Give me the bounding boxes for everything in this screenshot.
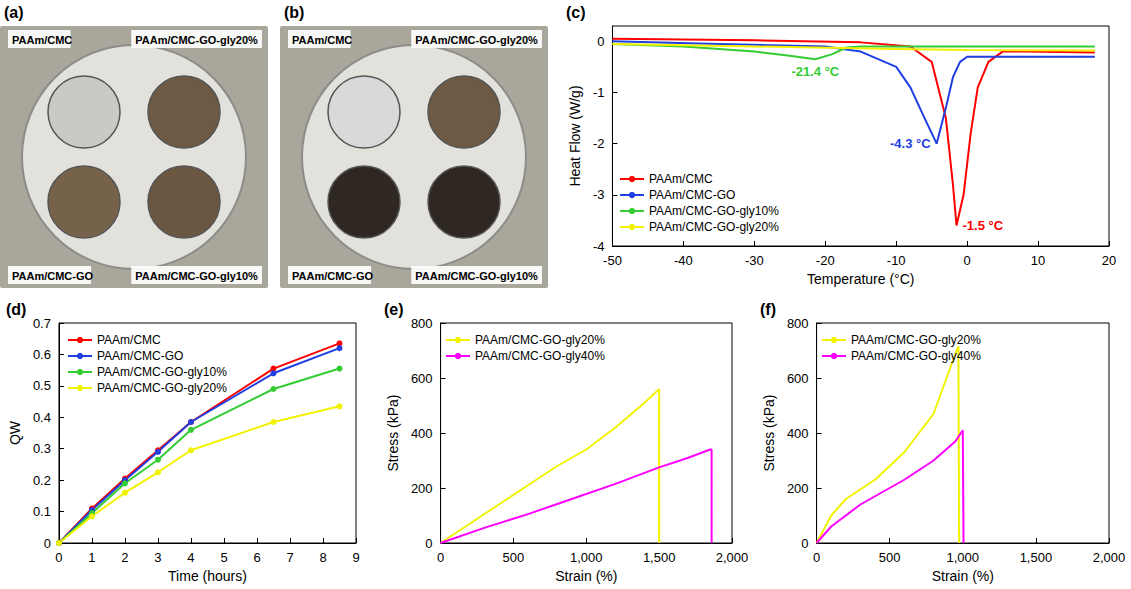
svg-text:PAAm/CMC-GO-gly40%: PAAm/CMC-GO-gly40% <box>851 349 981 363</box>
svg-text:200: 200 <box>411 481 433 496</box>
svg-text:-10: -10 <box>887 253 906 268</box>
svg-text:800: 800 <box>787 316 809 331</box>
svg-text:1: 1 <box>88 550 95 565</box>
svg-text:Stress (kPa): Stress (kPa) <box>385 394 401 471</box>
svg-text:600: 600 <box>411 371 433 386</box>
svg-text:600: 600 <box>787 371 809 386</box>
svg-text:6: 6 <box>253 550 260 565</box>
svg-text:500: 500 <box>503 550 525 565</box>
svg-text:PAAm/CMC-GO-gly40%: PAAm/CMC-GO-gly40% <box>475 349 605 363</box>
svg-text:PAAm/CMC-GO: PAAm/CMC-GO <box>292 270 374 282</box>
svg-text:20: 20 <box>1102 253 1116 268</box>
svg-text:QW: QW <box>7 420 23 445</box>
svg-text:0.2: 0.2 <box>33 473 51 488</box>
svg-text:PAAm/CMC-GO: PAAm/CMC-GO <box>12 270 94 282</box>
svg-text:Strain (%): Strain (%) <box>555 568 617 584</box>
svg-text:2,000: 2,000 <box>716 550 749 565</box>
svg-text:8: 8 <box>319 550 326 565</box>
svg-text:0.1: 0.1 <box>33 504 51 519</box>
svg-text:PAAm/CMC-GO: PAAm/CMC-GO <box>649 188 735 202</box>
svg-text:Stress (kPa): Stress (kPa) <box>761 394 777 471</box>
svg-text:0: 0 <box>964 253 971 268</box>
svg-text:0.4: 0.4 <box>33 410 51 425</box>
svg-text:-3: -3 <box>593 187 605 202</box>
svg-text:PAAm/CMC-GO-gly20%: PAAm/CMC-GO-gly20% <box>851 333 981 347</box>
svg-text:(d): (d) <box>6 301 26 318</box>
svg-text:PAAm/CMC-GO-gly10%: PAAm/CMC-GO-gly10% <box>97 365 227 379</box>
svg-text:0: 0 <box>44 536 51 551</box>
svg-text:-4: -4 <box>593 239 605 254</box>
svg-text:0: 0 <box>813 550 820 565</box>
svg-text:-21.4 °C: -21.4 °C <box>791 64 839 79</box>
svg-text:7: 7 <box>286 550 293 565</box>
svg-text:Strain (%): Strain (%) <box>932 568 994 584</box>
svg-text:4: 4 <box>187 550 194 565</box>
svg-text:0: 0 <box>55 550 62 565</box>
svg-text:(f): (f) <box>760 301 776 318</box>
svg-text:PAAm/CMC-GO-gly20%: PAAm/CMC-GO-gly20% <box>135 34 258 46</box>
svg-text:-2: -2 <box>593 136 605 151</box>
svg-text:500: 500 <box>879 550 901 565</box>
svg-text:1,500: 1,500 <box>643 550 676 565</box>
svg-text:0.3: 0.3 <box>33 441 51 456</box>
svg-text:PAAm/CMC-GO-gly10%: PAAm/CMC-GO-gly10% <box>649 204 779 218</box>
svg-text:3: 3 <box>154 550 161 565</box>
svg-text:PAAm/CMC: PAAm/CMC <box>12 34 72 46</box>
svg-text:PAAm/CMC: PAAm/CMC <box>292 34 352 46</box>
svg-text:(b): (b) <box>284 4 304 21</box>
svg-text:PAAm/CMC-GO-gly20%: PAAm/CMC-GO-gly20% <box>415 34 538 46</box>
svg-text:1,000: 1,000 <box>570 550 603 565</box>
svg-text:PAAm/CMC-GO-gly10%: PAAm/CMC-GO-gly10% <box>135 270 258 282</box>
svg-text:0.5: 0.5 <box>33 378 51 393</box>
svg-text:-40: -40 <box>674 253 693 268</box>
svg-text:5: 5 <box>220 550 227 565</box>
svg-text:-1.5 °C: -1.5 °C <box>962 218 1003 233</box>
svg-text:0.7: 0.7 <box>33 316 51 331</box>
svg-text:PAAm/CMC-GO: PAAm/CMC-GO <box>97 349 183 363</box>
svg-text:10: 10 <box>1031 253 1045 268</box>
svg-text:PAAm/CMC: PAAm/CMC <box>649 172 713 186</box>
svg-text:Temperature (°C): Temperature (°C) <box>807 271 915 287</box>
svg-text:2,000: 2,000 <box>1093 550 1126 565</box>
svg-text:400: 400 <box>787 426 809 441</box>
svg-text:1,000: 1,000 <box>947 550 980 565</box>
svg-text:-50: -50 <box>603 253 622 268</box>
svg-text:PAAm/CMC: PAAm/CMC <box>97 333 161 347</box>
svg-text:0.6: 0.6 <box>33 347 51 362</box>
svg-text:800: 800 <box>411 316 433 331</box>
svg-text:-30: -30 <box>745 253 764 268</box>
svg-text:(e): (e) <box>384 301 404 318</box>
svg-text:400: 400 <box>411 426 433 441</box>
svg-text:0: 0 <box>425 536 432 551</box>
svg-text:-4.3 °C: -4.3 °C <box>890 136 931 151</box>
svg-text:0: 0 <box>437 550 444 565</box>
svg-text:2: 2 <box>121 550 128 565</box>
svg-text:0: 0 <box>597 34 604 49</box>
svg-text:200: 200 <box>787 481 809 496</box>
svg-text:PAAm/CMC-GO-gly20%: PAAm/CMC-GO-gly20% <box>97 381 227 395</box>
svg-text:Heat Flow (W/g): Heat Flow (W/g) <box>567 85 583 186</box>
svg-text:PAAm/CMC-GO-gly20%: PAAm/CMC-GO-gly20% <box>649 220 779 234</box>
svg-text:1,500: 1,500 <box>1020 550 1053 565</box>
svg-text:-20: -20 <box>816 253 835 268</box>
svg-text:9: 9 <box>352 550 359 565</box>
svg-text:(a): (a) <box>4 4 24 21</box>
svg-text:0: 0 <box>801 536 808 551</box>
svg-text:-1: -1 <box>593 85 605 100</box>
svg-text:Time (hours): Time (hours) <box>168 568 247 584</box>
svg-text:PAAm/CMC-GO-gly10%: PAAm/CMC-GO-gly10% <box>415 270 538 282</box>
svg-text:PAAm/CMC-GO-gly20%: PAAm/CMC-GO-gly20% <box>475 333 605 347</box>
svg-text:(c): (c) <box>566 4 586 21</box>
